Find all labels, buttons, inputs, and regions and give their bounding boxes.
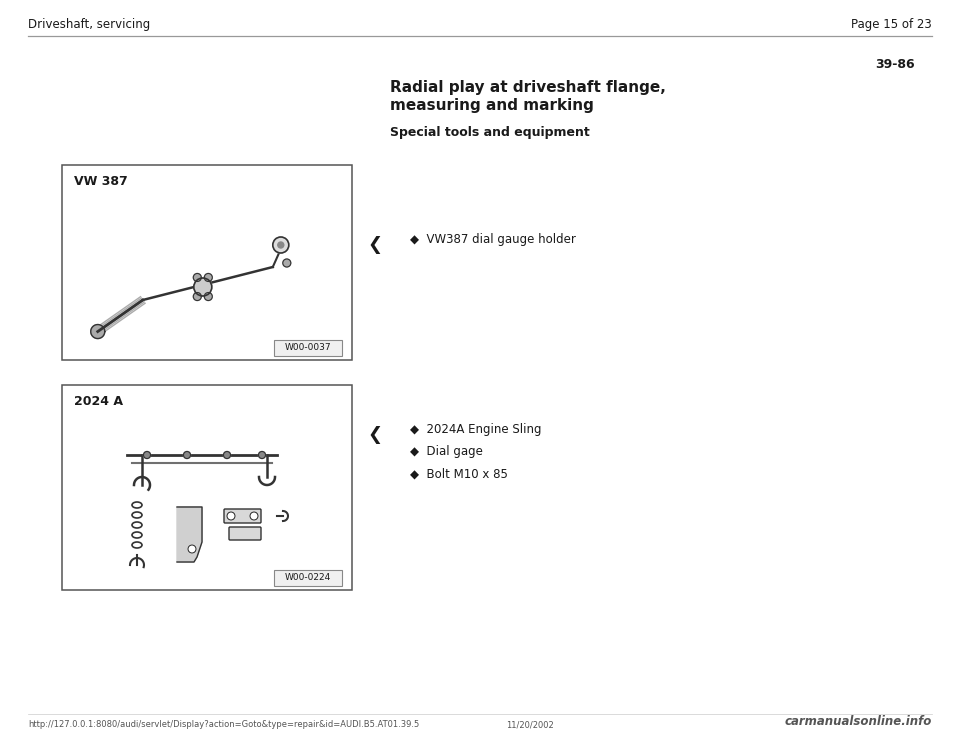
Text: ◆  Dial gage: ◆ Dial gage [410,445,483,459]
FancyBboxPatch shape [62,385,352,590]
Text: http://127.0.0.1:8080/audi/servlet/Display?action=Goto&type=repair&id=AUDI.B5.AT: http://127.0.0.1:8080/audi/servlet/Displ… [28,720,420,729]
Circle shape [204,274,212,281]
FancyBboxPatch shape [274,570,342,586]
Circle shape [193,292,202,301]
Text: Special tools and equipment: Special tools and equipment [390,126,589,139]
Text: ◆  VW387 dial gauge holder: ◆ VW387 dial gauge holder [410,234,576,246]
Text: ◆  Bolt M10 x 85: ◆ Bolt M10 x 85 [410,467,508,481]
Text: Driveshaft, servicing: Driveshaft, servicing [28,18,151,31]
FancyBboxPatch shape [229,527,261,540]
Circle shape [193,274,202,281]
Text: carmanualsonline.info: carmanualsonline.info [784,715,932,728]
FancyBboxPatch shape [62,165,352,360]
Circle shape [250,512,258,520]
Text: 39-86: 39-86 [876,58,915,71]
Circle shape [258,451,266,459]
Text: measuring and marking: measuring and marking [390,98,594,113]
Text: 11/20/2002: 11/20/2002 [506,720,554,729]
Text: Page 15 of 23: Page 15 of 23 [852,18,932,31]
FancyBboxPatch shape [224,509,261,523]
Text: ◆  2024A Engine Sling: ◆ 2024A Engine Sling [410,424,541,436]
Text: Radial play at driveshaft flange,: Radial play at driveshaft flange, [390,80,666,95]
Circle shape [273,237,289,253]
Polygon shape [91,324,105,338]
Circle shape [227,512,235,520]
Circle shape [277,242,284,248]
Text: 2024 A: 2024 A [74,395,123,408]
Text: W00-0224: W00-0224 [285,574,331,582]
Text: ❮: ❮ [368,236,383,254]
Text: VW 387: VW 387 [74,175,128,188]
Circle shape [283,259,291,267]
Circle shape [224,451,230,459]
Circle shape [143,451,151,459]
Circle shape [204,292,212,301]
FancyBboxPatch shape [274,340,342,356]
Polygon shape [177,507,202,562]
Circle shape [188,545,196,553]
Text: W00-0037: W00-0037 [285,344,331,352]
Text: ❮: ❮ [368,426,383,444]
Circle shape [183,451,190,459]
Circle shape [194,278,212,296]
